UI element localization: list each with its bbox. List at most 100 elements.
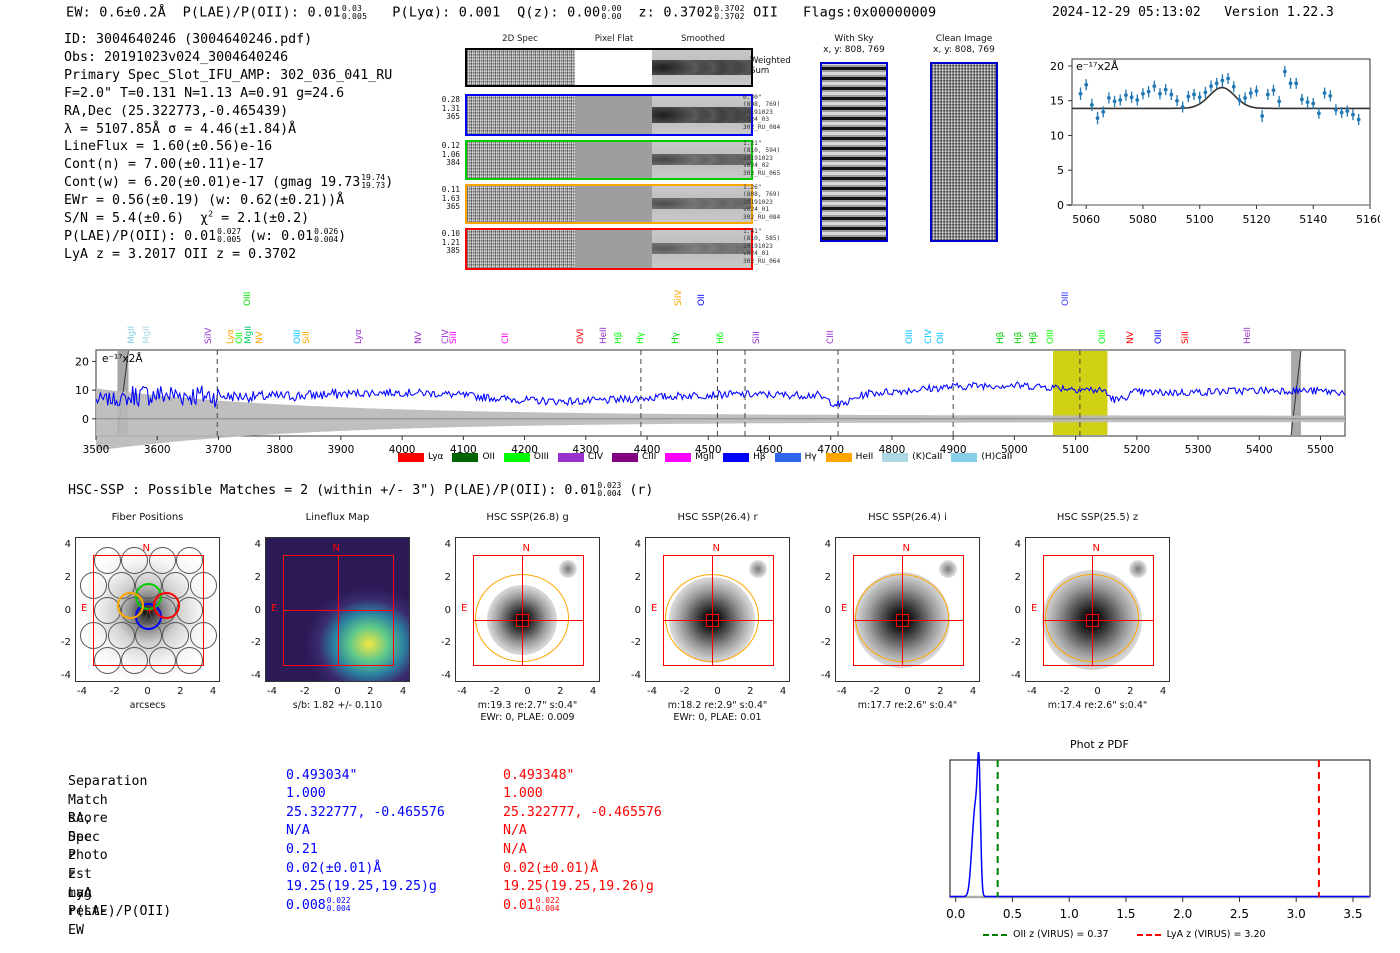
svg-text:4000: 4000 — [389, 444, 416, 454]
crosshair-horizontal — [1043, 620, 1154, 622]
svg-text:5400: 5400 — [1246, 444, 1273, 454]
cutout-image-lineflux-map[interactable] — [265, 537, 410, 682]
match-value-col1: 25.322777, -0.465576 — [286, 804, 445, 820]
plae-hi: 0.022 — [326, 895, 351, 905]
line-label-siiv-20: SiIV — [673, 289, 684, 306]
cutout-image-hsc-g[interactable] — [455, 537, 600, 682]
legend-item-ciii: CIII — [612, 452, 656, 462]
match-value-col2: 19.25(19.25,19.26)g — [503, 879, 654, 895]
x-tick-label: 0 — [1094, 686, 1101, 697]
emission-line-label-row: MgII MgII SiIV Lyα OII MgII OIII NV OIII SiII Lyα N… — [60, 272, 1350, 344]
x-tick-label: -2 — [299, 686, 310, 697]
compass-north-label: N — [332, 543, 340, 554]
line-label-oii-21: OII — [697, 294, 708, 306]
match-value-col2: 0.02(±0.01)Å — [503, 860, 599, 876]
caption-line-1: arcsecs — [129, 700, 166, 711]
hsc-header-line: HSC-SSP : Possible Matches = 2 (within +… — [68, 481, 653, 499]
legend-item-civ: CIV — [557, 452, 604, 462]
y-tick-label: 2 — [634, 571, 641, 583]
row1-pixelflat — [574, 96, 652, 134]
y-tick-label: -4 — [821, 670, 831, 681]
cutout-image-hsc-r[interactable] — [645, 537, 790, 682]
svg-text:1.5: 1.5 — [1116, 907, 1135, 921]
aperture-box — [473, 555, 584, 666]
hsc-header-prefix: HSC-SSP : Possible Matches = 2 (within +… — [68, 483, 597, 499]
line-label-mgii-5: MgII — [244, 326, 255, 344]
line-label-lyα-10: Lyα — [354, 329, 365, 344]
montage-row-4 — [465, 228, 753, 270]
legend-swatch-icon — [612, 452, 639, 462]
y-tick-label: 4 — [444, 539, 451, 550]
row3-left-labels: 0.11 1.63 365 — [441, 185, 460, 212]
cutout-title-hsc-r: HSC SSP(26.4) r — [677, 512, 758, 523]
cutout-caption-hsc-g: m:19.3 re:2.7" s:0.4" EWr: 0, PLAE: 0.009 — [410, 700, 645, 724]
match-row-label: Spec z — [68, 829, 100, 864]
row2-right-labels: 1.21" (810, 594) 20191023 v024_02 302_RU… — [743, 140, 781, 177]
param-plae-w-hi: 0.026 — [314, 227, 339, 237]
legend-label: CIII — [642, 452, 657, 462]
plae-lo: 0.004 — [535, 903, 560, 913]
header-z-lo: 0.3702 — [714, 11, 745, 22]
param-cont-w-lo: 19.73 — [361, 181, 386, 191]
x-tick-label: 2 — [747, 686, 754, 697]
legend-label: HeII — [855, 452, 874, 462]
cutout-image-hsc-z[interactable] — [1025, 537, 1170, 682]
compass-east-label: E — [81, 602, 88, 614]
svg-text:5300: 5300 — [1185, 444, 1212, 454]
montage-col-title-pixelflat: Pixel Flat — [594, 34, 634, 44]
x-tick-label: 2 — [177, 686, 184, 697]
x-tick-label: 2 — [557, 686, 564, 697]
plae-lo: 0.004 — [326, 903, 351, 913]
fiber-circle — [176, 646, 204, 674]
spectrum-legend: Lyα OII OIII CIV CIII MgII Hβ Hγ HeII (K)CaII (H)C… — [398, 452, 1012, 462]
phot-z-legend: OII z (VIRUS) = 0.37 LyA z (VIRUS) = 3.20 — [983, 929, 1266, 940]
faint-neighbor — [1129, 560, 1147, 578]
x-tick-label: -4 — [837, 686, 847, 697]
header-plae-label: P(LAE)/P(OII): — [182, 4, 300, 21]
svg-text:3700: 3700 — [205, 444, 232, 454]
x-tick-label: -4 — [267, 686, 277, 697]
cutout-caption-hsc-z: m:17.4 re:2.6" s:0.4" — [980, 700, 1215, 712]
y-tick-label: 0 — [824, 604, 831, 616]
cutout-image-hsc-i[interactable] — [835, 537, 980, 682]
x-tick-label: -2 — [679, 686, 690, 697]
header-qz-value: 0.00 — [567, 4, 601, 21]
match-value-col2: 25.322777, -0.465576 — [503, 804, 662, 820]
compass-east-label: E — [271, 602, 278, 614]
line-label-siii-36: SiII — [1180, 331, 1191, 344]
param-plae-lo: 0.005 — [217, 235, 242, 245]
montage-col-title-2dspec: 2D Spec — [502, 34, 538, 44]
compass-north-label: N — [522, 543, 530, 554]
legend-label: Hγ — [804, 452, 817, 462]
line-label-oii-27: OII — [935, 332, 946, 344]
fiber-circle — [176, 547, 204, 575]
weighted-sum-pixelflat — [574, 50, 652, 85]
legend-swatch-icon — [723, 452, 750, 462]
svg-text:5120: 5120 — [1242, 213, 1270, 226]
svg-text:4200: 4200 — [511, 444, 538, 454]
cutout-caption-hsc-r: m:18.2 re:2.9" s:0.4" EWr: 0, PLAE: 0.01 — [600, 700, 835, 724]
compass-east-label: E — [1031, 602, 1038, 614]
svg-text:20: 20 — [1050, 60, 1064, 73]
cutout-image-fiber-positions[interactable]: + — [75, 537, 220, 682]
y-tick-label: 0 — [444, 604, 451, 616]
with-sky-title: With Sky x, y: 808, 769 — [823, 34, 885, 55]
caption-line-2: EWr: 0, PLAE: 0.009 — [480, 712, 575, 723]
fiber-circle — [162, 621, 190, 649]
x-tick-label: -4 — [1027, 686, 1037, 697]
phot-z-title: Phot z PDF — [1070, 738, 1129, 751]
zoom-line-plot: 0 5 10 15 20 5060 5080 5100 5120 5140 5160 e⁻¹⁷x2Å — [1050, 58, 1380, 226]
row2-pixelflat — [574, 142, 652, 178]
x-tick-label: 0 — [144, 686, 151, 697]
y-tick-label: -2 — [631, 637, 641, 649]
legend-label: CIV — [587, 452, 604, 462]
svg-text:5100: 5100 — [1062, 444, 1089, 454]
y-tick-label: 2 — [64, 571, 71, 583]
plae-value: 0.008 — [286, 897, 326, 913]
legend-swatch-icon — [557, 452, 584, 462]
row2-smoothed — [651, 142, 751, 178]
match-value-col1: 0.008 0.022 0.004 — [286, 895, 351, 916]
caption-line-1: m:19.3 re:2.7" s:0.4" — [477, 700, 578, 711]
legend-label: Hβ — [753, 452, 766, 462]
cutout-title-fiber-positions: Fiber Positions — [111, 512, 184, 523]
